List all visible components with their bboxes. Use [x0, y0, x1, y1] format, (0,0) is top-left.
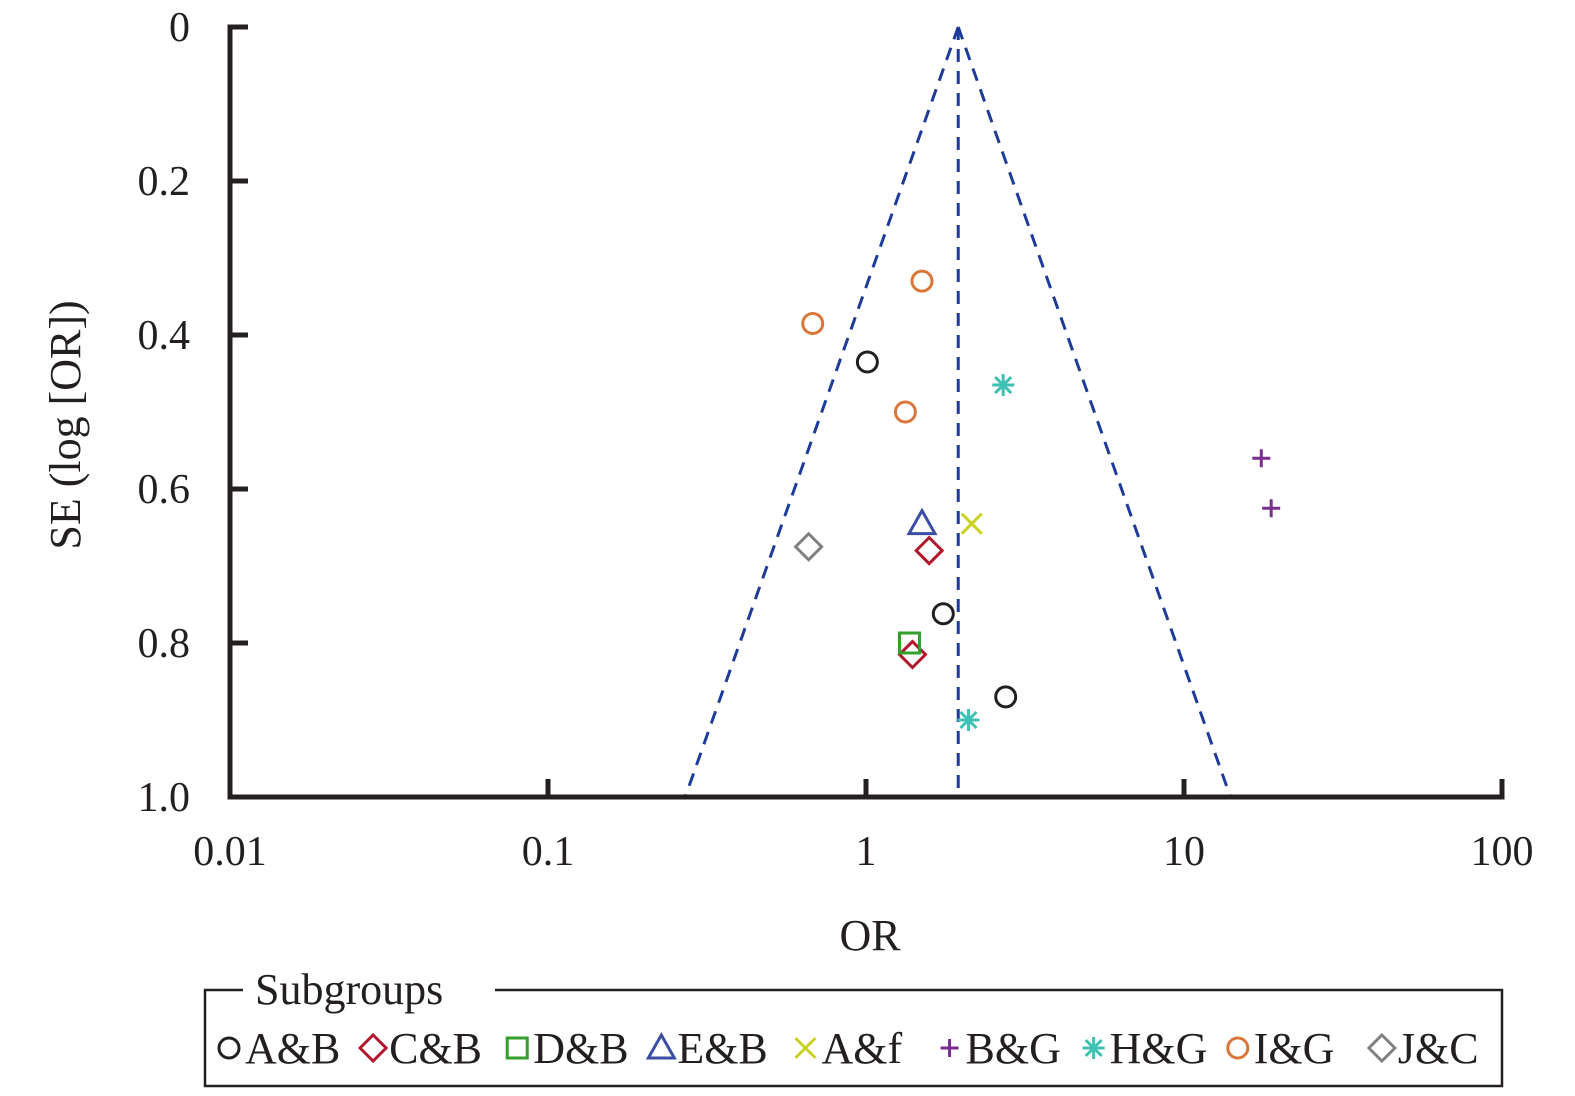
legend-title: Subgroups	[255, 965, 443, 1014]
axes: 0.01 0.1 1 10 100 0 0.2 0.4 0.6 0.8 1.0	[138, 5, 1534, 875]
funnel-lines	[683, 26, 1232, 798]
legend-marker	[940, 1039, 959, 1057]
data-point	[960, 512, 983, 535]
data-point	[931, 602, 955, 626]
legend-label: I&G	[1254, 1024, 1335, 1073]
data-point	[906, 507, 938, 536]
data-point	[897, 639, 928, 670]
y-tick-label: 0.8	[138, 621, 191, 667]
data-point	[957, 709, 980, 731]
data-point	[1252, 449, 1271, 468]
legend-label: A&f	[821, 1024, 902, 1073]
x-tick-label: 0.01	[193, 829, 267, 875]
legend-label: E&B	[677, 1024, 767, 1073]
legend-marker	[217, 1036, 241, 1060]
legend-label: D&B	[533, 1024, 628, 1073]
legend-marker	[357, 1032, 389, 1064]
legend-marker	[1082, 1037, 1105, 1059]
x-tick-label: 10	[1163, 829, 1205, 875]
legend-label: H&G	[1110, 1024, 1208, 1073]
data-point	[992, 374, 1015, 397]
series-i-and-g	[801, 269, 934, 424]
funnel-right-line	[956, 26, 1232, 798]
x-tick-label: 0.1	[522, 829, 575, 875]
y-axis-title: SE (log [OR])	[41, 300, 90, 549]
legend-label: C&B	[389, 1024, 482, 1073]
series-c-and-b	[897, 535, 945, 670]
data-point	[793, 531, 824, 562]
data-point	[1262, 499, 1281, 518]
legend-marker	[1226, 1036, 1250, 1060]
legend-box	[203, 988, 1504, 1088]
series-a-and-f	[960, 512, 983, 535]
data-point	[994, 685, 1018, 709]
data-point	[897, 631, 921, 655]
data-point	[801, 311, 825, 335]
y-tick-label: 0	[169, 5, 190, 51]
series-j-and-c	[793, 531, 824, 562]
y-tick-label: 0.6	[138, 467, 191, 513]
legend-label: B&G	[966, 1024, 1061, 1073]
legend-label: J&C	[1398, 1024, 1479, 1073]
data-point	[914, 535, 945, 566]
data-point	[893, 400, 917, 424]
legend: Subgroups A&B C&B D&B E&B A&f B&G H&G I&G J&C	[203, 965, 1504, 1088]
series-e-and-b	[906, 507, 938, 536]
legend-marker	[505, 1036, 529, 1060]
funnel-left-line	[683, 26, 960, 798]
x-tick-label: 1	[856, 829, 877, 875]
legend-marker	[645, 1031, 677, 1060]
series-h-and-g	[957, 374, 1015, 731]
series-b-and-g	[1252, 449, 1281, 518]
data-points	[793, 269, 1281, 731]
legend-marker	[794, 1036, 817, 1060]
x-axis-title: OR	[839, 911, 901, 960]
y-tick-label: 0.2	[138, 159, 191, 205]
y-tick-label: 0.4	[138, 313, 191, 359]
y-tick-label: 1.0	[138, 775, 191, 821]
series-a-and-b	[855, 350, 1018, 709]
legend-marker	[1366, 1032, 1398, 1064]
legend-label: A&B	[245, 1024, 340, 1073]
data-point	[855, 350, 879, 374]
series-d-and-b	[897, 631, 921, 655]
x-tick-label: 100	[1471, 829, 1534, 875]
data-point	[910, 269, 934, 293]
